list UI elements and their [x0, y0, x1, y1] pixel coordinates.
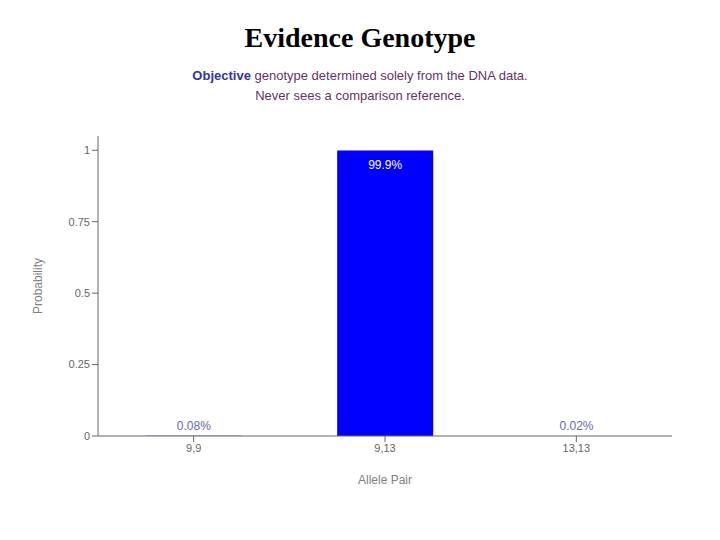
- svg-text:1: 1: [84, 144, 90, 156]
- svg-text:13,13: 13,13: [563, 442, 591, 454]
- html-text:Evidence Genotype: Evidence Genotype: [244, 22, 476, 53]
- html-text:Objective genotype determined: Objective genotype determined solely fro…: [192, 68, 528, 83]
- svg-text:0.5: 0.5: [75, 287, 90, 299]
- svg-text:9,9: 9,9: [186, 442, 201, 454]
- svg-text:0.75: 0.75: [69, 216, 90, 228]
- svg-text:0.08%: 0.08%: [177, 419, 211, 433]
- svg-text:Probability: Probability: [31, 258, 45, 314]
- svg-text:99.9%: 99.9%: [368, 158, 402, 172]
- svg-text:0.02%: 0.02%: [559, 419, 593, 433]
- svg-text:0: 0: [84, 430, 90, 442]
- svg-text:0.25: 0.25: [69, 358, 90, 370]
- svg-text:9,13: 9,13: [374, 442, 395, 454]
- html-text:Never sees a comparison refere: Never sees a comparison reference.: [255, 88, 465, 103]
- svg-text:Allele Pair: Allele Pair: [358, 473, 412, 487]
